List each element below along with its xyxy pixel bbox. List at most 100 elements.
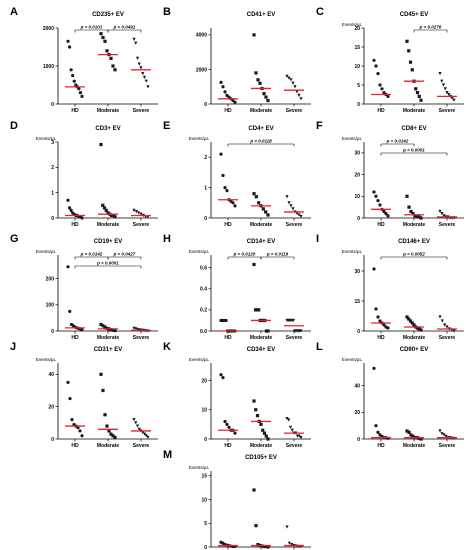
data-point [408, 60, 413, 64]
panel-title: CD34+ EV [247, 347, 276, 353]
panel-c: C CD45+ EV Events/μL 0 5 10 15 20 HD Moderate Seve… [316, 6, 464, 114]
x-tick-label: HD [224, 335, 232, 341]
data-point [299, 97, 303, 101]
data-point [266, 545, 270, 549]
data-point [441, 83, 446, 87]
data-point [76, 426, 80, 430]
panel-h: H CD14+ EV Events/μL 0.0 0.2 0.4 0.6 HD Moderate… [163, 233, 311, 341]
y-axis-label: Events/μL [189, 136, 210, 141]
data-point [262, 544, 266, 549]
x-tick-label: Severe [439, 222, 456, 228]
panel-letter: D [10, 120, 18, 132]
panel-title: CD90+ EV [400, 347, 429, 353]
data-point [66, 198, 70, 202]
p-value-label: p = 0.0119 [266, 252, 289, 257]
panel-title: CD31+ EV [94, 347, 123, 353]
data-point [221, 85, 225, 89]
data-point [132, 208, 136, 212]
panel-b: B CD41+ EV 0 2000 4000 HD Moderate Severe [163, 6, 311, 114]
x-tick-label: HD [71, 335, 79, 341]
data-point [144, 434, 148, 438]
y-tick-label: 1000 [43, 64, 54, 70]
p-value-label: p < 0.0001 [402, 148, 425, 153]
data-point [223, 186, 227, 190]
data-point [291, 207, 295, 211]
y-tick-label: 0 [51, 102, 54, 108]
data-point [413, 214, 417, 218]
data-point [80, 328, 84, 332]
x-tick-label: HD [224, 108, 232, 114]
data-point [444, 434, 448, 438]
data-point [101, 203, 105, 207]
data-point [101, 35, 105, 40]
panel-letter: F [316, 120, 323, 132]
y-axis-label: Events/μL [342, 357, 363, 362]
data-point [299, 329, 303, 333]
data-point [103, 39, 107, 43]
data-point [256, 78, 260, 82]
p-value-label: p = 0.0118 [249, 139, 272, 144]
data-point [257, 308, 261, 312]
x-tick-label: Severe [286, 108, 303, 114]
data-point [417, 94, 421, 98]
data-point [254, 195, 258, 199]
panel-title: CD45+ EV [400, 12, 429, 18]
data-point [376, 430, 380, 434]
data-point [111, 328, 115, 332]
data-point [266, 213, 270, 217]
data-point [258, 81, 262, 85]
data-point [71, 73, 75, 78]
x-tick-label: Severe [133, 443, 150, 449]
data-point [438, 209, 442, 214]
y-tick-label: 5 [204, 521, 207, 527]
data-point [442, 214, 446, 218]
data-point [380, 87, 384, 91]
y-tick-label: 0.6 [200, 265, 207, 271]
data-point [262, 92, 266, 96]
data-point [219, 373, 223, 377]
data-point [289, 204, 293, 208]
panel-letter: G [10, 233, 19, 245]
data-point [410, 321, 414, 325]
data-point [227, 425, 231, 429]
data-point [104, 208, 108, 212]
x-tick-label: HD [377, 108, 385, 114]
y-axis-label: Events/μL [36, 357, 57, 362]
y-tick-label: 5 [357, 83, 360, 89]
data-point [382, 91, 386, 95]
data-point [264, 434, 268, 438]
data-point [78, 429, 82, 433]
x-tick-label: Moderate [403, 108, 425, 114]
data-point [405, 39, 409, 43]
panel-title: CD235+ EV [92, 12, 124, 18]
data-point [137, 211, 141, 215]
y-tick-label: 1 [204, 185, 207, 191]
data-point [295, 90, 299, 94]
data-point [443, 87, 447, 91]
data-point [440, 79, 444, 83]
data-point [378, 83, 382, 87]
data-point [134, 210, 138, 214]
panel-title: CD8+ EV [401, 126, 426, 132]
data-point [405, 429, 409, 433]
p-value-label: p = 0.0142 [80, 252, 103, 257]
data-point [382, 323, 386, 327]
y-tick-label: 2000 [196, 67, 207, 73]
panel-title: CD4+ EV [248, 126, 273, 132]
data-point [374, 307, 378, 311]
data-point [415, 215, 419, 219]
y-axis-label: Events/μL [189, 465, 210, 470]
x-tick-label: Moderate [97, 222, 119, 228]
data-point [384, 212, 388, 216]
y-tick-label: 20 [48, 404, 54, 410]
x-tick-label: HD [377, 443, 385, 449]
data-point [440, 319, 444, 323]
data-point [407, 205, 411, 209]
panel-letter: B [163, 6, 171, 18]
p-value-label: p = 0.0276 [419, 25, 442, 30]
data-point [252, 488, 256, 492]
y-axis-label: Events/μL [342, 136, 363, 141]
y-tick-label: 10 [354, 194, 360, 200]
data-point [438, 429, 442, 433]
y-tick-label: 15 [201, 474, 207, 480]
